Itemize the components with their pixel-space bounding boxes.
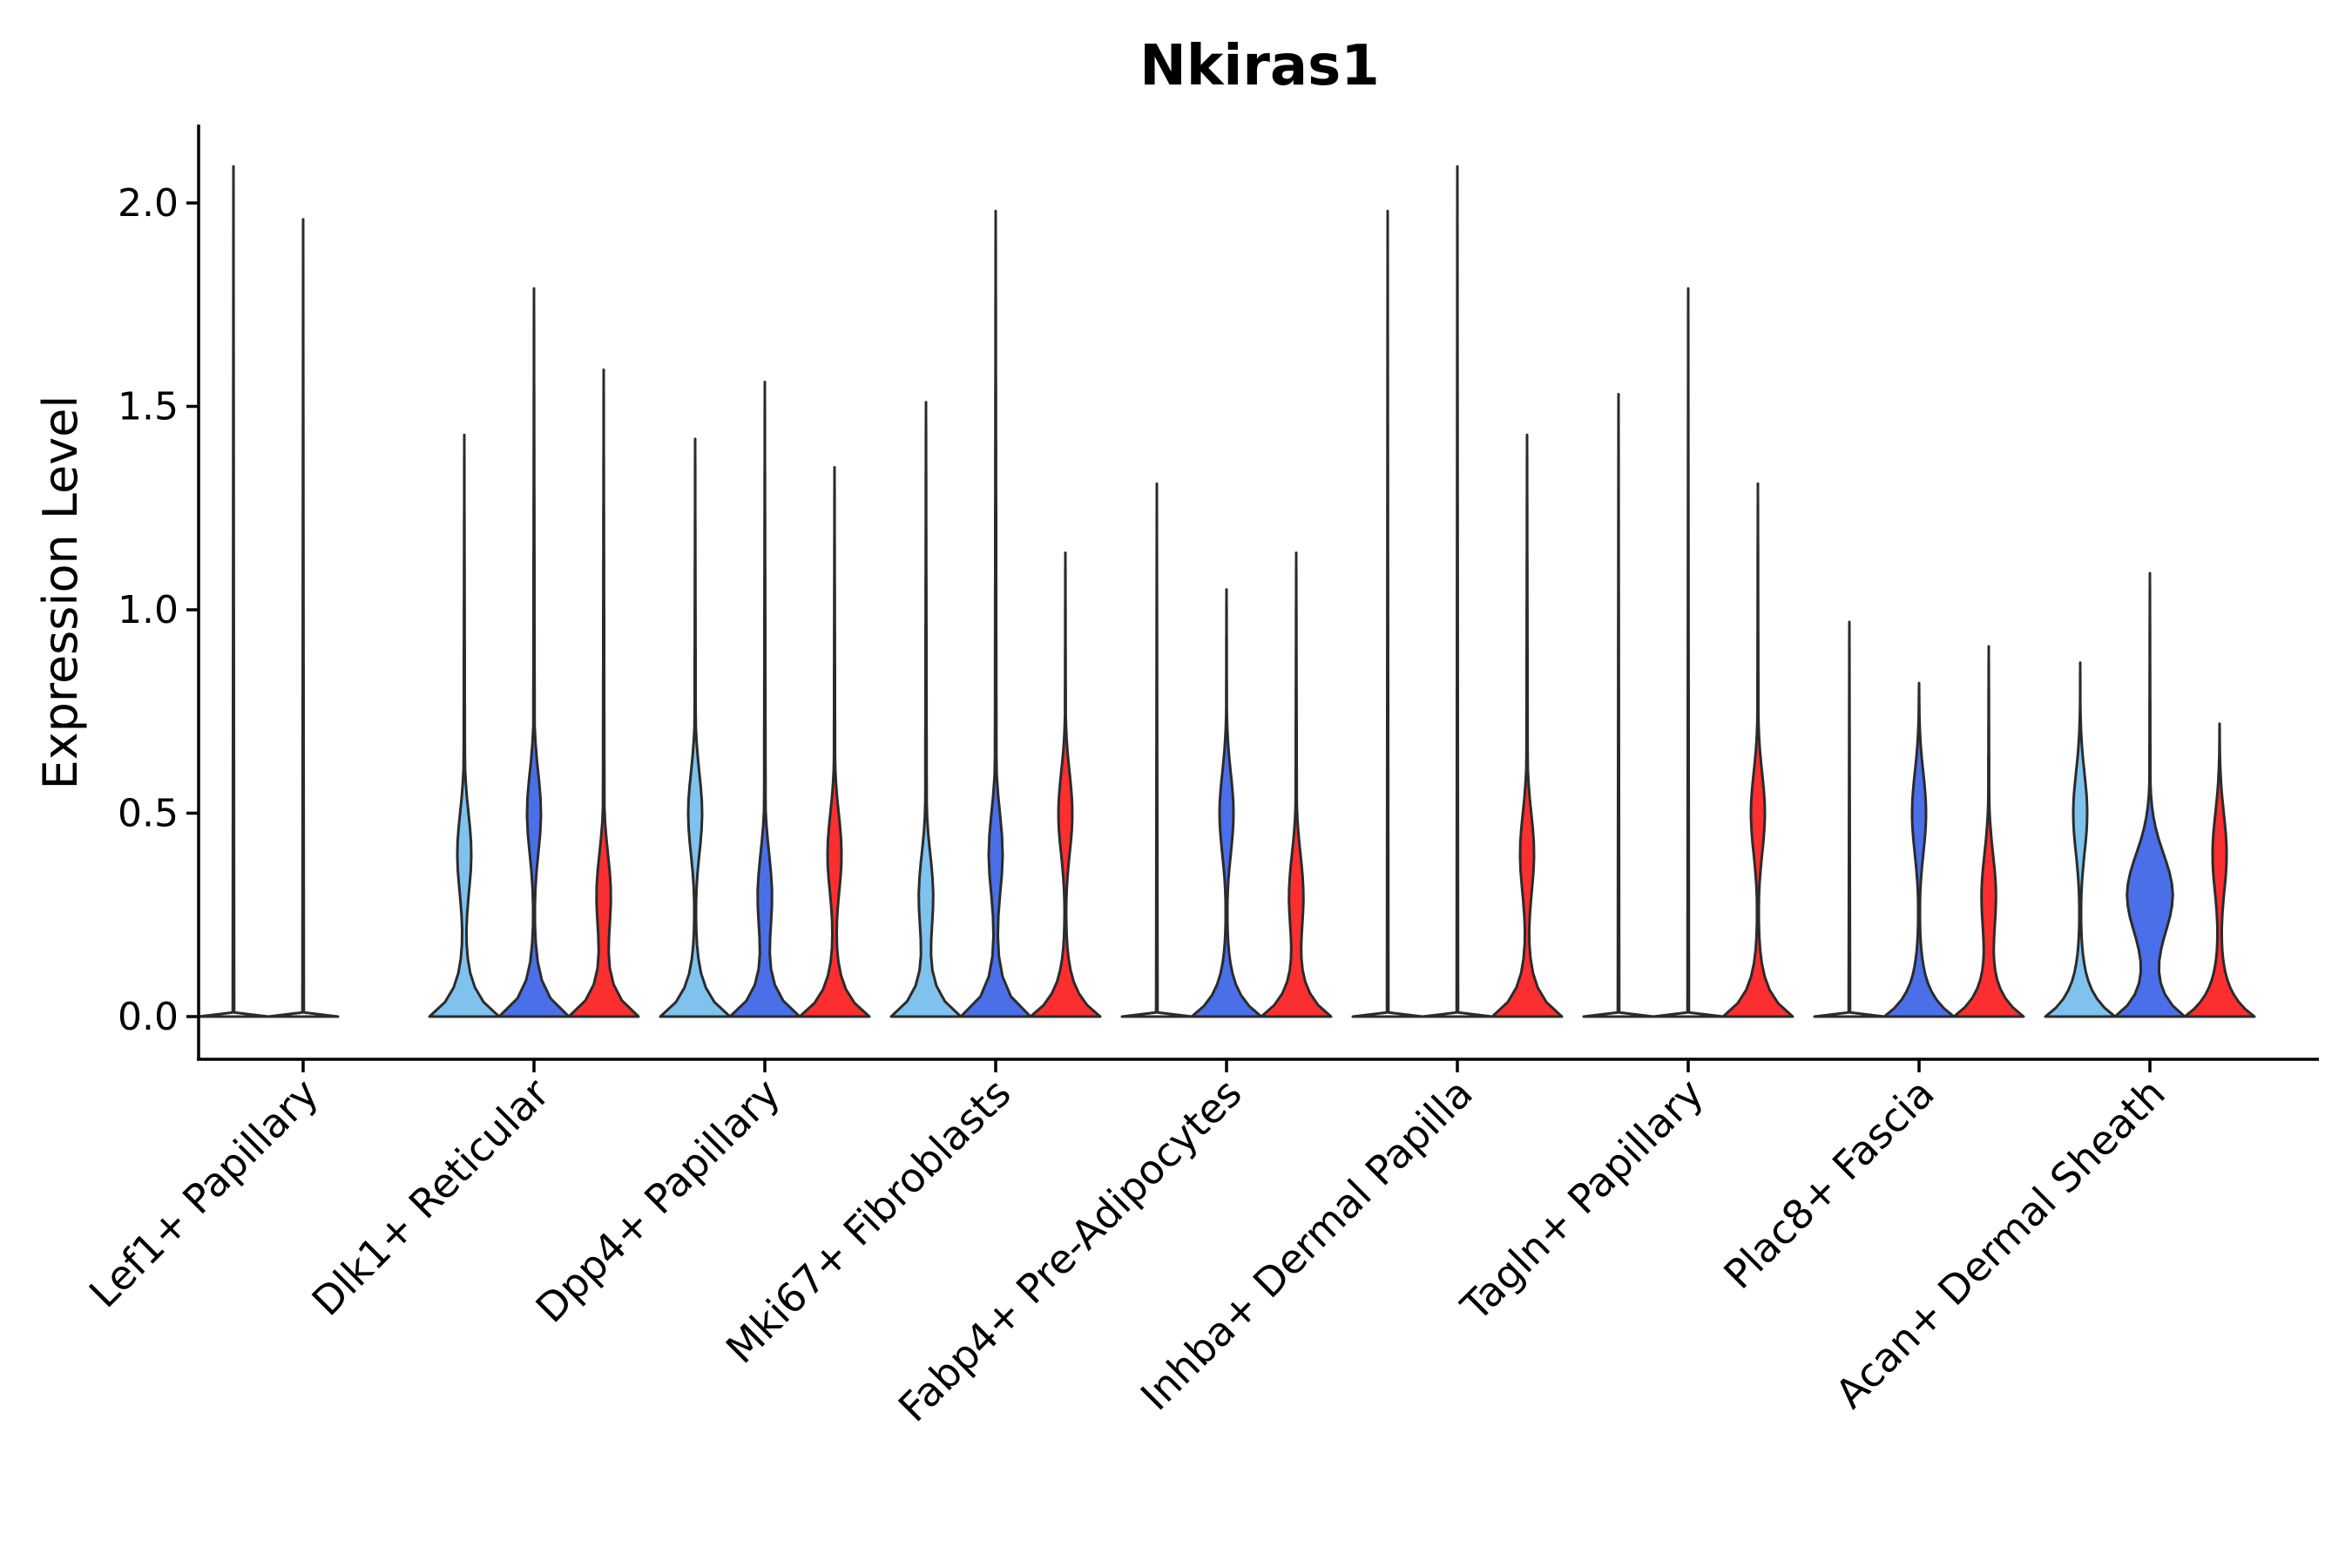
violin-mki67-fibroblasts-series-1 — [889, 401, 963, 1018]
x-tick-label: Tagln+ Papillary — [1451, 1070, 1713, 1331]
x-tick-label: Dlk1+ Reticular — [303, 1070, 558, 1325]
y-tick-label: 0.0 — [118, 995, 179, 1039]
y-axis-label: Expression Level — [33, 395, 88, 790]
violin-fabp4-pre-adipocytes-series-2 — [1190, 588, 1263, 1018]
violin-dlk1-reticular-series-3 — [567, 368, 640, 1018]
violin-dpp4-papillary-series-2 — [728, 381, 801, 1018]
violin-inhba-dermal-papilla-series-3 — [1490, 433, 1564, 1018]
y-tick-label: 1.5 — [118, 385, 179, 429]
x-tick-label: Plac8+ Fascia — [1714, 1070, 1943, 1298]
violin-mki67-fibroblasts-series-2 — [959, 209, 1032, 1018]
violin-lef1-papillary-series-2 — [267, 218, 340, 1018]
violin-tagln-papillary-series-1 — [1582, 393, 1655, 1018]
violin-plac8-fascia-series-2 — [1882, 681, 1956, 1018]
violin-plac8-fascia-series-1 — [1813, 620, 1886, 1018]
violin-tagln-papillary-series-2 — [1652, 287, 1725, 1018]
violin-dlk1-reticular-series-1 — [428, 433, 501, 1018]
x-tick-label: Lef1+ Papillary — [80, 1070, 328, 1317]
y-tick-label: 0.5 — [118, 792, 179, 836]
chart-title: Nkiras1 — [1139, 34, 1379, 98]
violin-tagln-papillary-series-3 — [1721, 482, 1794, 1018]
violin-acan-dermal-sheath-series-1 — [2044, 661, 2117, 1018]
y-tick-label: 2.0 — [118, 181, 179, 226]
y-tick-label: 1.0 — [118, 588, 179, 632]
x-tick-label: Dpp4+ Papillary — [527, 1070, 789, 1332]
violin-fabp4-pre-adipocytes-series-1 — [1120, 482, 1193, 1018]
violins — [197, 165, 2256, 1018]
violin-acan-dermal-sheath-series-2 — [2113, 571, 2186, 1018]
violin-dlk1-reticular-series-2 — [497, 287, 571, 1018]
y-axis-ticks: 0.0 0.5 1.0 1.5 2.0 — [118, 181, 199, 1039]
violin-fabp4-pre-adipocytes-series-3 — [1260, 551, 1333, 1018]
violin-inhba-dermal-papilla-series-2 — [1421, 165, 1494, 1018]
violin-lef1-papillary-series-1 — [197, 165, 270, 1018]
violin-mki67-fibroblasts-series-3 — [1029, 551, 1102, 1018]
violin-dpp4-papillary-series-3 — [798, 466, 871, 1018]
violin-plac8-fascia-series-3 — [1952, 645, 2025, 1018]
violin-acan-dermal-sheath-series-3 — [2183, 722, 2256, 1018]
violin-inhba-dermal-papilla-series-1 — [1351, 209, 1424, 1018]
violin-dpp4-papillary-series-1 — [659, 437, 732, 1018]
